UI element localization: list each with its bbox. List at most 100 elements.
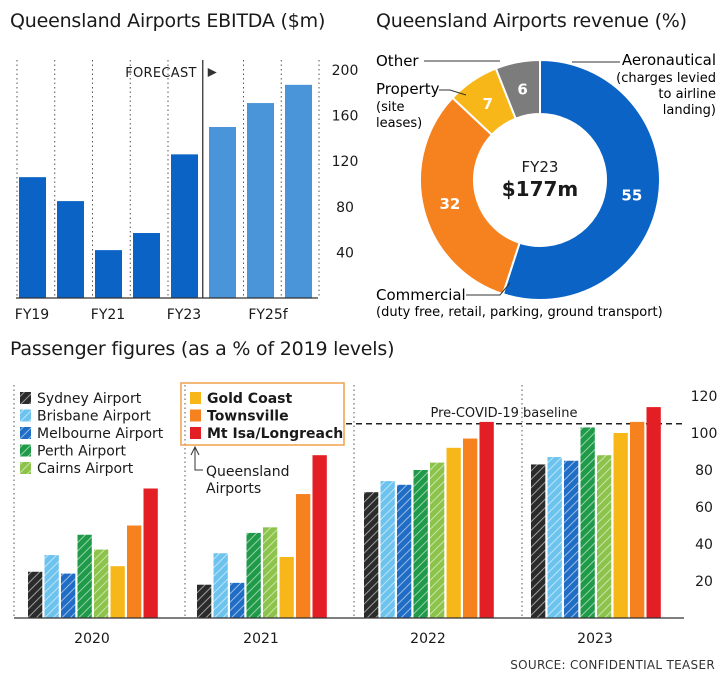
passenger-y-tick: 80 — [695, 463, 713, 479]
donut-slice-commercial — [419, 96, 521, 296]
ebitda-bar — [57, 201, 84, 298]
revenue-donut-chart: 55 32 7 6 FY23$177m Aeronautical (charges levi… — [376, 51, 716, 320]
ebitda-bar — [285, 84, 312, 298]
passenger-x-tick: 2022 — [410, 631, 446, 647]
passenger-y-tick: 60 — [695, 500, 713, 516]
aeronautical-note-line: to airline — [658, 87, 716, 102]
passenger-bar-townsville — [127, 525, 142, 618]
passenger-bar-sydney-airport — [531, 464, 546, 618]
passenger-chart-title: Passenger figures (as a % of 2019 levels… — [10, 338, 395, 360]
legend-swatch-mt-isa-longreach — [190, 427, 201, 439]
legend-label-sydney-airport: Sydney Airport — [37, 391, 142, 407]
commercial-note: (duty free, retail, parking, ground tran… — [376, 305, 663, 320]
property-note: (site leases) — [376, 100, 422, 131]
ebitda-chart-title: Queensland Airports EBITDA ($m) — [10, 10, 326, 32]
legend-swatch-perth-airport — [20, 444, 31, 457]
ebitda-x-tick: FY25f — [248, 307, 288, 323]
passenger-y-tick: 20 — [695, 574, 713, 590]
other-label: Other — [376, 52, 419, 70]
passenger-bar-sydney-airport — [364, 492, 379, 618]
ebitda-y-tick: 120 — [332, 154, 359, 170]
passenger-bar-mt-isa-longreach — [646, 407, 661, 618]
donut-slice-aeronautical — [501, 58, 661, 301]
legend-label-gold-coast: Gold Coast — [207, 391, 292, 407]
ebitda-bar — [133, 233, 160, 298]
queensland-group-label: Queensland Airports — [206, 464, 290, 497]
ebitda-x-tick: FY21 — [91, 307, 125, 323]
passenger-bar-brisbane-airport — [380, 481, 395, 618]
ebitda-bar — [95, 250, 122, 298]
passenger-bar-melbourne-airport — [397, 484, 412, 618]
ebitda-y-tick: 40 — [336, 245, 354, 261]
passenger-x-tick: 2020 — [74, 631, 110, 647]
passenger-bar-brisbane-airport — [44, 555, 59, 618]
passenger-bar-sydney-airport — [197, 584, 212, 618]
donut-center-value: $177m — [502, 177, 579, 201]
queensland-leader — [194, 448, 203, 471]
legend-label-melbourne-airport: Melbourne Airport — [37, 426, 164, 442]
forecast-label: FORECAST — [125, 66, 197, 81]
aeronautical-label: Aeronautical — [622, 51, 716, 69]
arrow-up-icon — [190, 445, 200, 456]
donut-value-other: 6 — [517, 81, 527, 99]
property-note-line: (site — [376, 100, 405, 115]
legend-label-brisbane-airport: Brisbane Airport — [37, 409, 151, 425]
ebitda-y-tick: 200 — [332, 63, 359, 79]
passenger-bar-brisbane-airport — [547, 457, 562, 618]
legend-swatch-melbourne-airport — [20, 427, 31, 439]
legend-label-townsville: Townsville — [207, 409, 289, 425]
passenger-chart: Pre-COVID-19 baseline 2020 2021 2022 2023 20 4… — [13, 382, 718, 647]
legend-swatch-brisbane-airport — [20, 409, 31, 422]
passenger-bar-cairns-airport — [597, 455, 612, 618]
donut-value-property: 7 — [483, 95, 493, 113]
queensland-group-label-line: Queensland — [206, 464, 290, 480]
passenger-bar-gold-coast — [446, 447, 461, 618]
donut-value-aeronautical: 55 — [621, 187, 642, 205]
aeronautical-note-line: (charges levied — [616, 71, 716, 86]
ebitda-bar — [247, 103, 274, 298]
commercial-leader — [466, 282, 511, 296]
passenger-y-tick: 100 — [691, 426, 718, 442]
ebitda-y-tick: 160 — [332, 109, 359, 125]
legend-label-mt-isa-longreach: Mt Isa/Longreach — [207, 426, 343, 442]
passenger-bar-mt-isa-longreach — [143, 488, 158, 618]
baseline-label: Pre-COVID-19 baseline — [431, 406, 578, 421]
legend-swatch-sydney-airport — [20, 392, 31, 404]
passenger-bar-brisbane-airport — [213, 553, 228, 618]
passenger-x-tick: 2023 — [577, 631, 613, 647]
passenger-bar-perth-airport — [580, 427, 595, 618]
passenger-bar-cairns-airport — [263, 527, 278, 618]
passenger-bar-townsville — [630, 421, 645, 618]
queensland-legend-box — [180, 382, 345, 446]
passenger-y-tick: 40 — [695, 537, 713, 553]
passenger-bar-melbourne-airport — [230, 582, 245, 618]
source-note: SOURCE: CONFIDENTIAL TEASER — [510, 658, 715, 672]
passenger-bar-mt-isa-longreach — [312, 455, 327, 618]
passenger-bar-melbourne-airport — [61, 573, 76, 618]
ebitda-bar — [209, 127, 236, 298]
donut-value-commercial: 32 — [439, 195, 460, 213]
forecast-arrow-icon — [207, 68, 217, 77]
donut-slice-other — [494, 58, 541, 120]
aeronautical-note: (charges levied to airline landing) — [616, 71, 716, 118]
ebitda-bar — [19, 177, 46, 298]
passenger-bar-perth-airport — [413, 470, 428, 618]
passenger-x-tick: 2021 — [243, 631, 279, 647]
passenger-bar-sydney-airport — [28, 571, 43, 618]
legend-label-cairns-airport: Cairns Airport — [37, 461, 134, 477]
property-leader — [439, 89, 467, 96]
ebitda-y-tick: 80 — [336, 200, 354, 216]
legend-swatch-cairns-airport — [20, 462, 31, 474]
ebitda-chart: FORECAST 40 80 120 160 200 FY19 FY21 FY23 FY25f — [15, 60, 359, 323]
passenger-bar-gold-coast — [110, 566, 125, 618]
aeronautical-note-line: landing) — [663, 103, 716, 118]
passenger-bar-gold-coast — [613, 433, 628, 618]
donut-center-label: FY23 — [522, 158, 559, 176]
passenger-bar-townsville — [463, 438, 478, 618]
passenger-bar-melbourne-airport — [564, 460, 579, 618]
passenger-bar-cairns-airport — [94, 549, 109, 618]
passenger-bar-mt-isa-longreach — [479, 421, 494, 618]
passenger-bar-gold-coast — [279, 556, 294, 618]
legend-swatch-townsville — [190, 409, 201, 422]
